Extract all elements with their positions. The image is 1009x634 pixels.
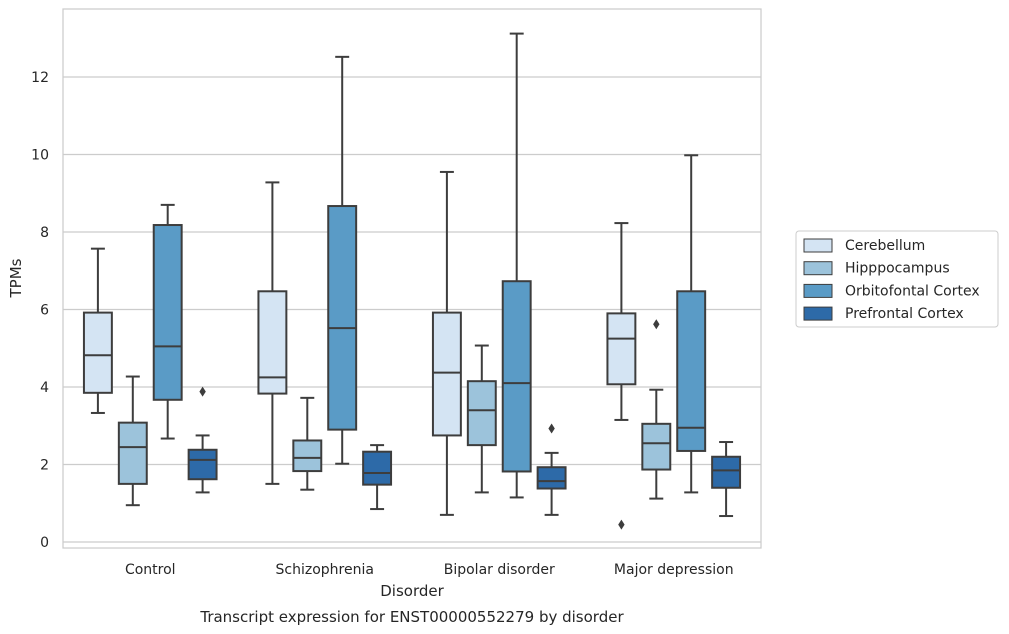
boxes-layer <box>82 32 742 530</box>
legend-label: Cerebellum <box>845 238 925 254</box>
x-tick-label: Control <box>125 562 176 578</box>
box-iqr <box>536 466 567 490</box>
legend: Cerebellum Hipppocampus Orbitofontal Corte… <box>795 230 999 328</box>
box-0-3 <box>187 386 218 494</box>
box-iqr <box>431 311 462 437</box>
y-tick-label: 4 <box>40 380 49 396</box>
legend-swatch <box>803 238 833 253</box>
box-iqr <box>82 311 113 394</box>
box-iqr <box>292 439 323 473</box>
chart-caption: Transcript expression for ENST0000055227… <box>199 608 624 626</box>
outlier-point <box>618 519 625 530</box>
y-tick-label: 2 <box>40 458 49 474</box>
y-tick-label: 12 <box>31 70 49 86</box>
box-1-1 <box>292 396 323 491</box>
y-tick-label: 8 <box>40 225 49 241</box>
box-iqr <box>187 448 218 481</box>
box-iqr <box>501 280 532 473</box>
outlier-point <box>548 423 555 434</box>
box-2-2 <box>501 32 532 499</box>
box-iqr <box>641 422 672 471</box>
box-2-3 <box>536 423 567 516</box>
legend-label: Orbitofontal Cortex <box>845 283 980 299</box>
y-tick-labels: 0 2 4 6 8 10 12 <box>31 70 49 551</box>
x-tick-label: Schizophrenia <box>276 562 374 578</box>
legend-frame <box>795 230 999 328</box>
y-axis-label: TPMs <box>7 258 25 298</box>
box-2-1 <box>466 344 497 494</box>
outlier-point <box>199 386 206 397</box>
box-2-0 <box>431 170 462 516</box>
box-iqr <box>711 455 742 489</box>
box-iqr <box>676 290 707 452</box>
box-iqr <box>117 421 148 485</box>
box-iqr <box>466 380 497 447</box>
box-3-2 <box>676 154 707 494</box>
x-tick-label: Bipolar disorder <box>444 562 555 578</box>
legend-label: Hipppocampus <box>845 261 950 277</box>
legend-label: Prefrontal Cortex <box>845 306 964 322</box>
legend-swatch <box>803 283 833 298</box>
y-tick-label: 0 <box>40 535 49 551</box>
box-iqr <box>327 205 358 431</box>
box-3-3 <box>711 441 742 518</box>
box-iqr <box>152 224 183 401</box>
x-tick-labels: Control Schizophrenia Bipolar disorder Majo… <box>125 562 734 578</box>
x-tick-label: Major depression <box>614 562 734 578</box>
box-1-0 <box>257 181 288 485</box>
box-3-1 <box>641 319 672 500</box>
outlier-point <box>653 319 660 330</box>
box-1-2 <box>327 55 358 465</box>
box-0-0 <box>82 247 113 414</box>
box-0-1 <box>117 375 148 507</box>
legend-swatch <box>803 261 833 276</box>
y-tick-label: 6 <box>40 303 49 319</box>
box-1-3 <box>362 444 393 511</box>
box-3-0 <box>606 222 637 530</box>
legend-swatch <box>803 306 833 321</box>
y-tick-label: 10 <box>31 148 49 164</box>
x-axis-label: Disorder <box>380 582 444 600</box>
box-0-2 <box>152 203 183 440</box>
box-iqr <box>606 312 637 386</box>
plot-frame <box>62 8 762 549</box>
box-iqr <box>362 450 393 486</box>
